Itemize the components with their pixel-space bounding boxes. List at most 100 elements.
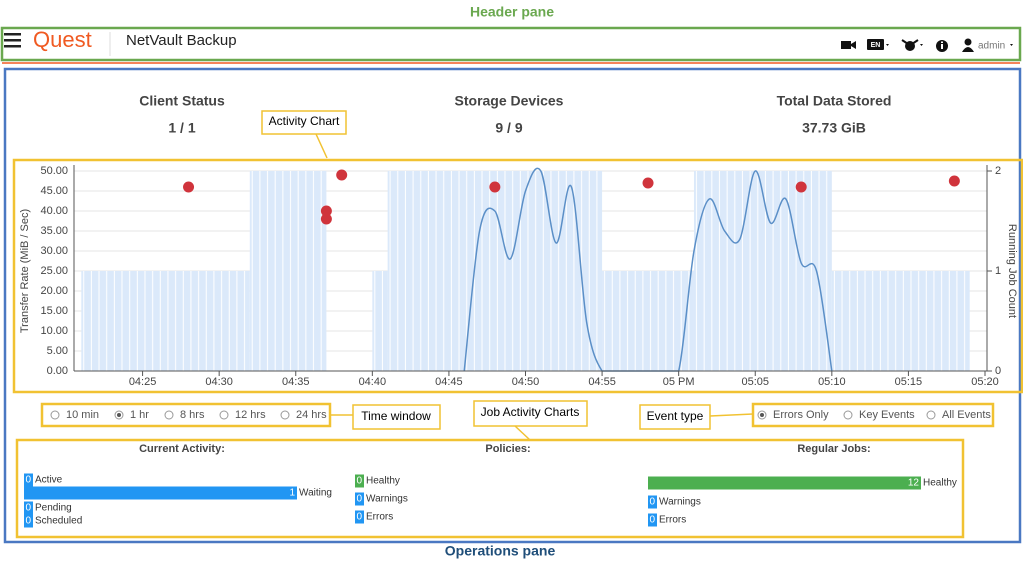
- summary-title: Total Data Stored: [777, 93, 892, 109]
- x-tick-label: 05:20: [971, 376, 999, 388]
- time-window: 10 min 1 hr 8 hrs 12 hrs 24 hrs: [50, 409, 327, 421]
- menu-icon[interactable]: [4, 33, 21, 48]
- job-label: Pending: [35, 503, 72, 514]
- panel-title: Regular Jobs:: [797, 443, 870, 455]
- panel-title: Policies:: [485, 443, 530, 455]
- job-bar: [24, 501, 33, 515]
- y-axis-label: Transfer Rate (MiB / Sec): [19, 209, 31, 333]
- job-label: Scheduled: [35, 516, 82, 527]
- y2-tick-label: 1: [995, 265, 1001, 277]
- y-tick-label: 45.00: [40, 185, 68, 197]
- callout-text: Time window: [361, 409, 431, 423]
- radio-button[interactable]: [280, 410, 290, 420]
- job-bar: [648, 495, 657, 509]
- product-name: NetVault Backup: [126, 32, 237, 49]
- job-value: 0: [356, 512, 362, 523]
- y2-axis-label: Running Job Count: [1006, 224, 1018, 318]
- job-label: Waiting: [299, 488, 332, 499]
- operations-pane: [3, 67, 1022, 544]
- event-type-callout: Event type: [639, 404, 754, 430]
- job-value: 0: [649, 497, 655, 508]
- event-point[interactable]: [642, 177, 654, 189]
- bar-stripes: [602, 271, 694, 371]
- radio-button[interactable]: [50, 410, 60, 420]
- bar-stripes: [81, 271, 250, 371]
- job-value: 0: [25, 516, 31, 527]
- y2-tick-label: 2: [995, 165, 1001, 177]
- radio-dot: [117, 413, 121, 417]
- job-value: 0: [356, 476, 362, 487]
- summary-value: 1 / 1: [168, 120, 195, 136]
- tools-icon[interactable]: [901, 39, 923, 51]
- logo[interactable]: Quest: [33, 27, 92, 52]
- x-tick-label: 04:55: [588, 376, 616, 388]
- y-tick-label: 40.00: [40, 205, 68, 217]
- callout-text: Activity Chart: [269, 114, 340, 128]
- activity-chart: 0.00 5.00 10.00 15.00 20.00 25.00 30.00 35.00 40…: [40, 165, 1001, 388]
- job-label: Warnings: [366, 494, 408, 505]
- summary: Client Status 1 / 1 Storage Devices 9 / 9 To…: [139, 93, 891, 136]
- event-point[interactable]: [183, 181, 195, 193]
- radio-button[interactable]: [926, 410, 936, 420]
- header-pane-label: Header pane: [470, 4, 554, 20]
- job-value: 0: [25, 475, 31, 486]
- radio-label[interactable]: 8 hrs: [180, 409, 205, 421]
- radio-label[interactable]: Errors Only: [773, 409, 829, 421]
- operations-pane-label: Operations pane: [445, 543, 556, 559]
- radio-button[interactable]: [164, 410, 174, 420]
- radio-label[interactable]: All Events: [942, 409, 991, 421]
- x-tick-label: 04:50: [512, 376, 540, 388]
- bar-stripes: [387, 171, 603, 371]
- job-bar: [24, 473, 33, 487]
- job-value: 1: [289, 488, 295, 499]
- radio-label[interactable]: 12 hrs: [235, 409, 266, 421]
- y-tick-label: 30.00: [40, 245, 68, 257]
- job-label: Active: [35, 475, 63, 486]
- event-point[interactable]: [948, 175, 960, 187]
- event-point[interactable]: [320, 213, 332, 225]
- y-tick-label: 10.00: [40, 325, 68, 337]
- x-tick-label: 05:15: [895, 376, 923, 388]
- job-activity: Current Activity: 0 Active 1 Waiting 0 Pending…: [24, 443, 957, 528]
- info-icon[interactable]: [936, 40, 948, 52]
- job-bar: [355, 474, 364, 488]
- event-point[interactable]: [320, 205, 332, 217]
- event-point[interactable]: [336, 169, 348, 181]
- job-bar: [24, 486, 297, 500]
- x-tick-label: 04:30: [205, 376, 233, 388]
- activity-chart-frame: [12, 158, 1023, 394]
- x-tick-label: 04:25: [129, 376, 157, 388]
- y-tick-label: 20.00: [40, 285, 68, 297]
- language: EN: [871, 42, 881, 49]
- video-icon[interactable]: [841, 41, 856, 49]
- job-bar: [648, 513, 657, 527]
- event-point[interactable]: [795, 181, 807, 193]
- callout-text: Event type: [647, 409, 704, 423]
- panel-title: Current Activity:: [139, 443, 225, 455]
- job-label: Warnings: [659, 497, 701, 508]
- radio-label[interactable]: 1 hr: [130, 409, 149, 421]
- radio-label[interactable]: Key Events: [859, 409, 915, 421]
- job-activity-frame: [15, 438, 965, 539]
- job-label: Errors: [659, 515, 686, 526]
- job-label: Healthy: [366, 476, 400, 487]
- event-type: Errors Only Key Events All Events: [757, 409, 991, 421]
- y2-tick-label: 0: [995, 365, 1001, 377]
- language-menu[interactable]: EN: [867, 39, 889, 50]
- job-value: 0: [356, 494, 362, 505]
- radio-label[interactable]: 10 min: [66, 409, 99, 421]
- job-label: Errors: [366, 512, 393, 523]
- user-menu[interactable]: admin: [962, 38, 1013, 53]
- job-value: 12: [908, 478, 920, 489]
- radio-button[interactable]: [843, 410, 853, 420]
- x-tick-label: 04:35: [282, 376, 310, 388]
- radio-button[interactable]: [219, 410, 229, 420]
- summary-value: 9 / 9: [495, 120, 522, 136]
- radio-label[interactable]: 24 hrs: [296, 409, 327, 421]
- x-tick-label: 05:05: [741, 376, 769, 388]
- y-tick-label: 50.00: [40, 165, 68, 177]
- event-point[interactable]: [489, 181, 501, 193]
- job-bar: [355, 492, 364, 506]
- job-bar: [24, 514, 33, 528]
